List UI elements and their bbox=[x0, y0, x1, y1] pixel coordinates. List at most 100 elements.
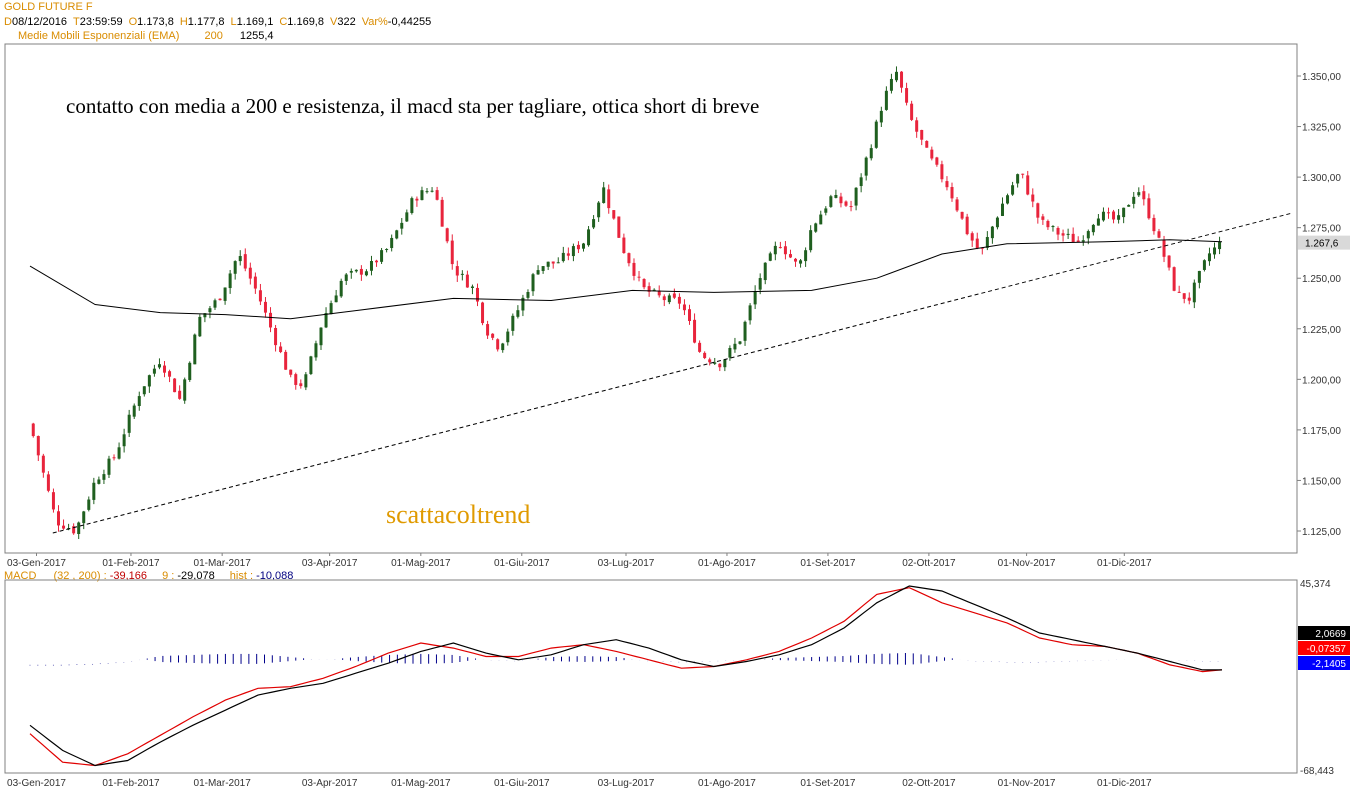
candle-body bbox=[1152, 217, 1156, 232]
candle-body bbox=[975, 238, 979, 249]
candle-body bbox=[985, 237, 989, 248]
candle-body bbox=[955, 199, 959, 211]
candle-body bbox=[713, 362, 717, 364]
candle-body bbox=[682, 304, 686, 311]
candle-body bbox=[536, 270, 540, 275]
candle-body bbox=[1006, 195, 1010, 204]
candle-body bbox=[622, 237, 626, 254]
chart-title: GOLD FUTURE F bbox=[4, 1, 93, 13]
candle-body bbox=[248, 267, 252, 279]
candle-body bbox=[1202, 260, 1206, 270]
candle-body bbox=[1031, 194, 1035, 202]
x-tick-label: 01-Nov-2017 bbox=[998, 778, 1056, 789]
candle-body bbox=[92, 482, 96, 500]
candle-body bbox=[334, 295, 338, 303]
candle-body bbox=[551, 261, 555, 264]
candle-body bbox=[1132, 196, 1136, 204]
candle-body bbox=[132, 405, 136, 417]
candle-body bbox=[1117, 215, 1121, 220]
candle-body bbox=[804, 250, 808, 262]
ohlc-value: 1.169,8 bbox=[287, 16, 324, 28]
candle-body bbox=[97, 479, 101, 484]
candle-body bbox=[910, 103, 914, 120]
candle-body bbox=[294, 374, 298, 385]
watermark: scattacoltrend bbox=[386, 500, 531, 529]
candle-body bbox=[970, 233, 974, 241]
ohlc-value: 322 bbox=[337, 16, 356, 28]
candle-body bbox=[385, 249, 389, 251]
y-tick-label: 1.300,00 bbox=[1302, 173, 1341, 184]
x-tick-label: 01-Ago-2017 bbox=[698, 778, 756, 789]
candle-body bbox=[82, 511, 86, 524]
macd-value-badge-label: -0,07357 bbox=[1307, 644, 1347, 655]
last-price-label: 1.267,6 bbox=[1305, 239, 1339, 250]
macd-value: -39,166 bbox=[109, 570, 148, 582]
candle-body bbox=[657, 290, 661, 296]
x-tick-label: 01-Dic-2017 bbox=[1097, 778, 1152, 789]
candle-body bbox=[773, 245, 777, 255]
candle-body bbox=[193, 334, 197, 365]
ema-readout: Medie Mobili Esponenziali (EMA) 200 1255… bbox=[18, 30, 274, 42]
candle-body bbox=[556, 262, 560, 264]
candle-body bbox=[1142, 191, 1146, 200]
candle-body bbox=[733, 343, 737, 350]
candle-body bbox=[31, 423, 35, 437]
candle-body bbox=[253, 276, 257, 289]
candle-body bbox=[915, 120, 919, 132]
ema200-line bbox=[29, 239, 1223, 320]
candle-body bbox=[869, 148, 873, 159]
candle-body bbox=[930, 149, 934, 159]
candle-body bbox=[1076, 240, 1080, 243]
candle-body bbox=[1091, 224, 1095, 233]
candle-body bbox=[511, 315, 515, 331]
candle-body bbox=[546, 261, 550, 267]
candle-body bbox=[390, 237, 394, 249]
macd-value-badge bbox=[1298, 656, 1350, 670]
candle-body bbox=[541, 266, 545, 271]
candle-body bbox=[950, 186, 954, 199]
candle-body bbox=[728, 347, 732, 358]
candle-body bbox=[1187, 297, 1191, 301]
candle-body bbox=[758, 278, 762, 290]
candle-body bbox=[1096, 218, 1100, 226]
x-tick-label: 01-Mag-2017 bbox=[391, 778, 451, 789]
macd-value-badge bbox=[1298, 626, 1350, 640]
candle-body bbox=[1071, 233, 1075, 243]
candle-body bbox=[632, 262, 636, 276]
candle-body bbox=[62, 525, 66, 529]
ema-value: 1255,4 bbox=[239, 30, 274, 42]
candle-body bbox=[208, 308, 212, 313]
candle-body bbox=[859, 177, 863, 187]
macd-value-badge-label: -2,1405 bbox=[1312, 659, 1346, 670]
ohlc-value: -0,44255 bbox=[387, 16, 432, 28]
x-tick-label: 03-Lug-2017 bbox=[598, 778, 655, 789]
candle-body bbox=[516, 310, 520, 317]
candle-body bbox=[814, 223, 818, 232]
candle-body bbox=[592, 219, 596, 228]
candle-body bbox=[794, 258, 798, 262]
candle-body bbox=[137, 396, 141, 407]
candle-body bbox=[263, 301, 267, 313]
candle-body bbox=[627, 253, 631, 264]
candles bbox=[31, 66, 1222, 540]
y-tick-label: 1.125,00 bbox=[1302, 527, 1341, 538]
candle-body bbox=[617, 216, 621, 238]
x-tick-label: 01-Set-2017 bbox=[800, 558, 855, 569]
candle-body bbox=[1207, 253, 1211, 262]
candle-body bbox=[688, 309, 692, 322]
candle-body bbox=[309, 356, 313, 374]
candle-body bbox=[889, 78, 893, 91]
candle-body bbox=[425, 191, 429, 193]
candle-body bbox=[380, 250, 384, 262]
candle-body bbox=[152, 368, 156, 374]
candle-body bbox=[1021, 173, 1025, 175]
candle-body bbox=[455, 266, 459, 276]
candle-body bbox=[1086, 231, 1090, 239]
ohlc-key: V bbox=[329, 16, 338, 28]
candle-body bbox=[142, 386, 146, 395]
macd-histogram bbox=[29, 652, 1219, 666]
candle-body bbox=[496, 339, 500, 350]
candle-body bbox=[1137, 192, 1141, 196]
candle-body bbox=[743, 321, 747, 341]
candle-body bbox=[1026, 175, 1030, 195]
